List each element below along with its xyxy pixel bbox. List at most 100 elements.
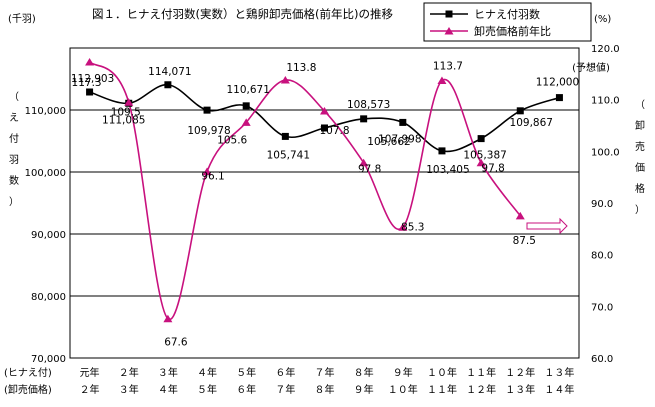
x-tick-label: １０年 — [427, 366, 457, 379]
x-tick-label: １２年 — [466, 383, 496, 396]
data-label-hatch: 105,387 — [463, 150, 506, 162]
x-tick-label: ５年 — [197, 383, 217, 396]
point-price — [280, 76, 290, 84]
x-tick-label: １１年 — [427, 383, 457, 396]
point-price — [202, 167, 212, 175]
data-label-hatch: 114,071 — [148, 66, 191, 78]
data-label-hatch: 112,903 — [71, 73, 114, 85]
data-label-price: 105.6 — [217, 134, 247, 146]
data-label-hatch: 112,000 — [536, 77, 579, 89]
point-hatch — [360, 115, 368, 123]
point-price — [124, 98, 134, 106]
x-tick-label: １１年 — [466, 366, 496, 379]
left-axis-label-char: （ — [9, 91, 19, 103]
right-tick-label: 110.0 — [591, 96, 620, 107]
x-tick-label: １３年 — [505, 383, 535, 396]
data-label-hatch: 110,671 — [226, 84, 269, 96]
point-price — [437, 76, 447, 85]
x-tick-label: ４年 — [158, 383, 178, 396]
data-label-price: 117.3 — [72, 77, 102, 89]
right-axis-label-char: 格 — [635, 182, 645, 195]
point-price — [85, 57, 95, 66]
x-tick-label: ４年 — [197, 366, 217, 379]
right-axis-label-char: 売 — [635, 140, 645, 153]
x-tick-label: ７年 — [315, 366, 335, 379]
x-tick-label: １２年 — [505, 366, 535, 379]
left-tick-label: 70,000 — [31, 354, 66, 365]
point-hatch — [516, 107, 524, 115]
x-tick-label: ７年 — [275, 383, 295, 396]
x-tick-label: ６年 — [275, 366, 295, 379]
right-axis-unit: (%) — [594, 14, 611, 25]
point-hatch — [477, 135, 485, 143]
point-price — [241, 118, 251, 126]
left-tick-label: 110,000 — [25, 106, 66, 117]
right-tick-label: 90.0 — [591, 199, 613, 210]
data-label-price: 97.8 — [358, 164, 381, 176]
point-price — [476, 158, 486, 167]
data-label-price: 85.3 — [401, 221, 424, 233]
x-row-label: (卸売価格) — [4, 383, 52, 396]
forecast-label: (予想値) — [572, 61, 610, 74]
right-axis-label: （ 卸売価格 ） — [635, 99, 645, 216]
right-tick-label: 70.0 — [591, 302, 613, 313]
left-axis-label-char: 付 — [9, 132, 19, 145]
x-tick-label: ２年 — [119, 366, 139, 379]
x-tick-label: ９年 — [393, 366, 413, 379]
point-hatch — [203, 106, 211, 114]
data-label-hatch: 111,085 — [102, 114, 145, 126]
left-axis-label-char: 数 — [9, 174, 19, 187]
left-axis-unit: (千羽) — [8, 13, 36, 25]
x-tick-label: １４年 — [544, 383, 574, 396]
left-axis-label-char: 羽 — [9, 154, 19, 166]
left-tick-label: 100,000 — [25, 168, 66, 179]
chart-title: 図１．ヒナえ付羽数(実数）と鶏卵卸売価格(前年比)の推移 — [92, 7, 393, 21]
data-label-price: 67.6 — [164, 337, 188, 349]
x-tick-label: ６年 — [236, 383, 256, 396]
right-tick-label: 120.0 — [591, 44, 620, 55]
right-axis-label-char: （ — [635, 99, 645, 111]
data-label-hatch: 109,867 — [510, 117, 553, 129]
point-hatch — [281, 132, 289, 140]
series-layer — [85, 57, 563, 323]
data-label-price: 113.7 — [433, 61, 463, 73]
x-row-label: (ヒナえ付) — [4, 366, 52, 379]
legend-label-price: 卸売価格前年比 — [474, 24, 551, 38]
x-tick-label: ５年 — [236, 366, 256, 379]
left-axis-label-char: え — [9, 112, 19, 124]
legend-box — [423, 2, 592, 42]
left-axis-label-char: ） — [9, 196, 19, 208]
data-label-hatch: 108,573 — [347, 99, 390, 111]
right-axis-ticks: 60.0 70.0 80.0 90.0 100.0 110.0 120.0 — [591, 44, 620, 365]
left-axis-ticks: 70,000 80,000 90,000 100,000 110,000 — [25, 106, 66, 365]
series-line-hatch — [89, 83, 560, 153]
point-price — [398, 223, 408, 231]
data-label-hatch: 109,978 — [187, 125, 230, 137]
point-hatch — [164, 81, 172, 89]
data-label-price: 109.5 — [111, 106, 141, 118]
forecast-arrow — [526, 217, 568, 235]
legend: ヒナえ付羽数 卸売価格前年比 — [423, 2, 592, 42]
right-axis-label-char: 価 — [635, 161, 645, 174]
data-label-hatch: 107,998 — [378, 133, 421, 145]
point-hatch — [555, 94, 563, 102]
data-labels: 112,903 111,085 114,071 109,978 110,671 105,7… — [71, 61, 610, 349]
x-tick-label: １３年 — [544, 366, 574, 379]
data-label-hatch: 103,405 — [426, 164, 469, 176]
data-label-hatch: 105,662 — [367, 136, 410, 148]
legend-marker-price — [444, 27, 454, 35]
data-label-price: 87.5 — [513, 235, 536, 247]
data-label-price: 96.1 — [201, 170, 224, 182]
legend-marker-hatch — [445, 10, 453, 18]
right-axis-label-char: 卸 — [635, 119, 645, 132]
point-hatch — [86, 88, 94, 96]
data-label-price: 97.8 — [481, 163, 504, 175]
x-tick-label: ９年 — [354, 383, 374, 396]
point-hatch — [321, 124, 328, 132]
point-price — [320, 107, 329, 115]
left-tick-label: 80,000 — [31, 292, 66, 303]
series-line-price — [89, 61, 521, 320]
left-axis-label: （ え付羽数 ） — [9, 91, 19, 208]
right-tick-label: 80.0 — [591, 251, 613, 262]
